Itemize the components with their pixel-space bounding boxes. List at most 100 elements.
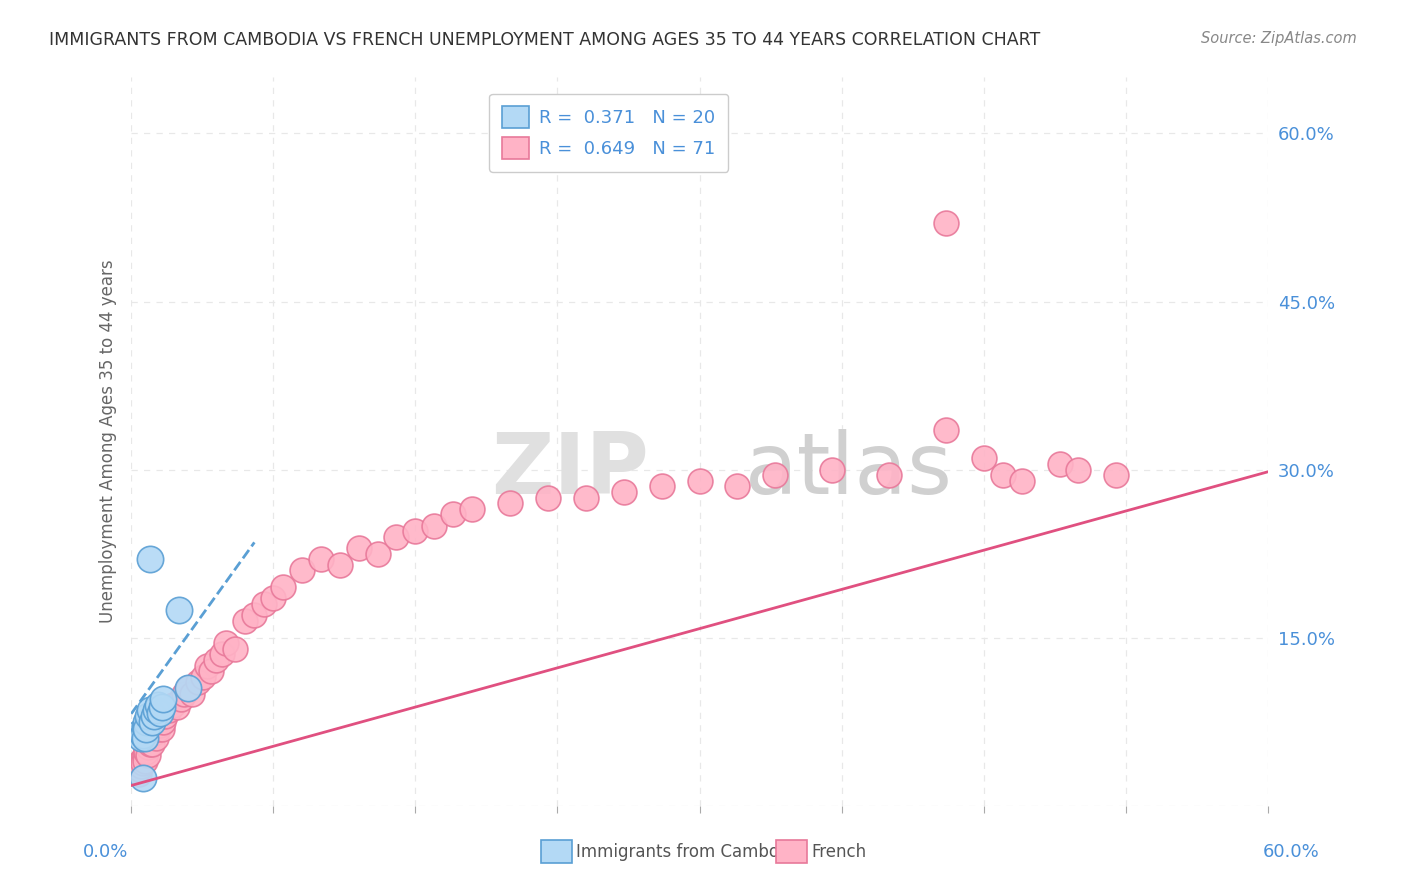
Text: Immigrants from Cambodia: Immigrants from Cambodia (576, 843, 804, 861)
French (309, 552, 332, 566)
French (877, 468, 900, 483)
Immigrants from Cambodia (152, 692, 174, 706)
Immigrants from Cambodia (177, 681, 200, 695)
Text: atlas: atlas (745, 429, 953, 512)
French (211, 648, 233, 662)
French (935, 423, 957, 437)
French (367, 547, 389, 561)
French (253, 597, 276, 611)
French (134, 754, 156, 768)
Text: ZIP: ZIP (491, 429, 648, 512)
French (329, 558, 352, 572)
Immigrants from Cambodia (131, 771, 153, 785)
French (613, 485, 636, 500)
French (575, 491, 598, 505)
French (129, 754, 152, 768)
French (166, 700, 188, 714)
French (689, 474, 711, 488)
French (461, 501, 484, 516)
Text: Source: ZipAtlas.com: Source: ZipAtlas.com (1201, 31, 1357, 46)
French (149, 718, 172, 732)
French (727, 479, 749, 493)
French (205, 653, 228, 667)
French (131, 751, 153, 765)
French (243, 608, 266, 623)
French (991, 468, 1014, 483)
Immigrants from Cambodia (167, 602, 190, 616)
French (134, 748, 156, 763)
Immigrants from Cambodia (139, 552, 162, 566)
French (136, 748, 159, 763)
French (935, 216, 957, 230)
Immigrants from Cambodia (150, 700, 173, 714)
French (150, 723, 173, 737)
French (193, 670, 215, 684)
French (187, 675, 209, 690)
French (1105, 468, 1128, 483)
French (537, 491, 560, 505)
French (169, 692, 191, 706)
French (195, 658, 218, 673)
French (128, 767, 150, 781)
French (499, 496, 522, 510)
Immigrants from Cambodia (135, 714, 157, 729)
Text: 0.0%: 0.0% (83, 843, 128, 861)
French (128, 762, 150, 776)
Immigrants from Cambodia (128, 726, 150, 740)
French (200, 664, 222, 678)
Immigrants from Cambodia (149, 706, 172, 720)
French (139, 737, 162, 751)
French (233, 614, 256, 628)
French (347, 541, 370, 555)
Immigrants from Cambodia (143, 709, 166, 723)
Immigrants from Cambodia (134, 720, 156, 734)
French (1067, 462, 1090, 476)
Y-axis label: Unemployment Among Ages 35 to 44 years: Unemployment Among Ages 35 to 44 years (100, 260, 117, 624)
Immigrants from Cambodia (141, 714, 163, 729)
French (262, 591, 284, 606)
French (291, 563, 314, 577)
French (157, 703, 180, 717)
French (152, 714, 174, 729)
French (162, 698, 184, 712)
French (141, 737, 163, 751)
French (651, 479, 673, 493)
Immigrants from Cambodia (131, 728, 153, 742)
French (145, 731, 167, 746)
Text: French: French (811, 843, 866, 861)
Legend: R =  0.371   N = 20, R =  0.649   N = 71: R = 0.371 N = 20, R = 0.649 N = 71 (489, 94, 728, 172)
French (135, 745, 157, 759)
French (224, 641, 246, 656)
French (215, 636, 238, 650)
French (423, 518, 446, 533)
French (131, 756, 153, 770)
Text: 60.0%: 60.0% (1263, 843, 1319, 861)
Immigrants from Cambodia (134, 731, 156, 746)
Immigrants from Cambodia (136, 709, 159, 723)
Immigrants from Cambodia (129, 731, 152, 746)
French (180, 687, 202, 701)
Immigrants from Cambodia (139, 703, 162, 717)
French (135, 742, 157, 756)
French (177, 681, 200, 695)
Immigrants from Cambodia (146, 698, 169, 712)
French (271, 580, 294, 594)
French (1049, 457, 1071, 471)
French (1011, 474, 1033, 488)
French (129, 759, 152, 773)
French (763, 468, 786, 483)
French (821, 462, 844, 476)
French (404, 524, 426, 538)
French (155, 709, 177, 723)
French (143, 726, 166, 740)
French (385, 530, 408, 544)
French (441, 508, 464, 522)
Immigrants from Cambodia (145, 703, 167, 717)
French (173, 687, 195, 701)
French (139, 731, 162, 746)
French (136, 740, 159, 755)
Immigrants from Cambodia (135, 723, 157, 737)
French (125, 765, 148, 780)
Text: IMMIGRANTS FROM CAMBODIA VS FRENCH UNEMPLOYMENT AMONG AGES 35 TO 44 YEARS CORREL: IMMIGRANTS FROM CAMBODIA VS FRENCH UNEMP… (49, 31, 1040, 49)
French (146, 723, 169, 737)
